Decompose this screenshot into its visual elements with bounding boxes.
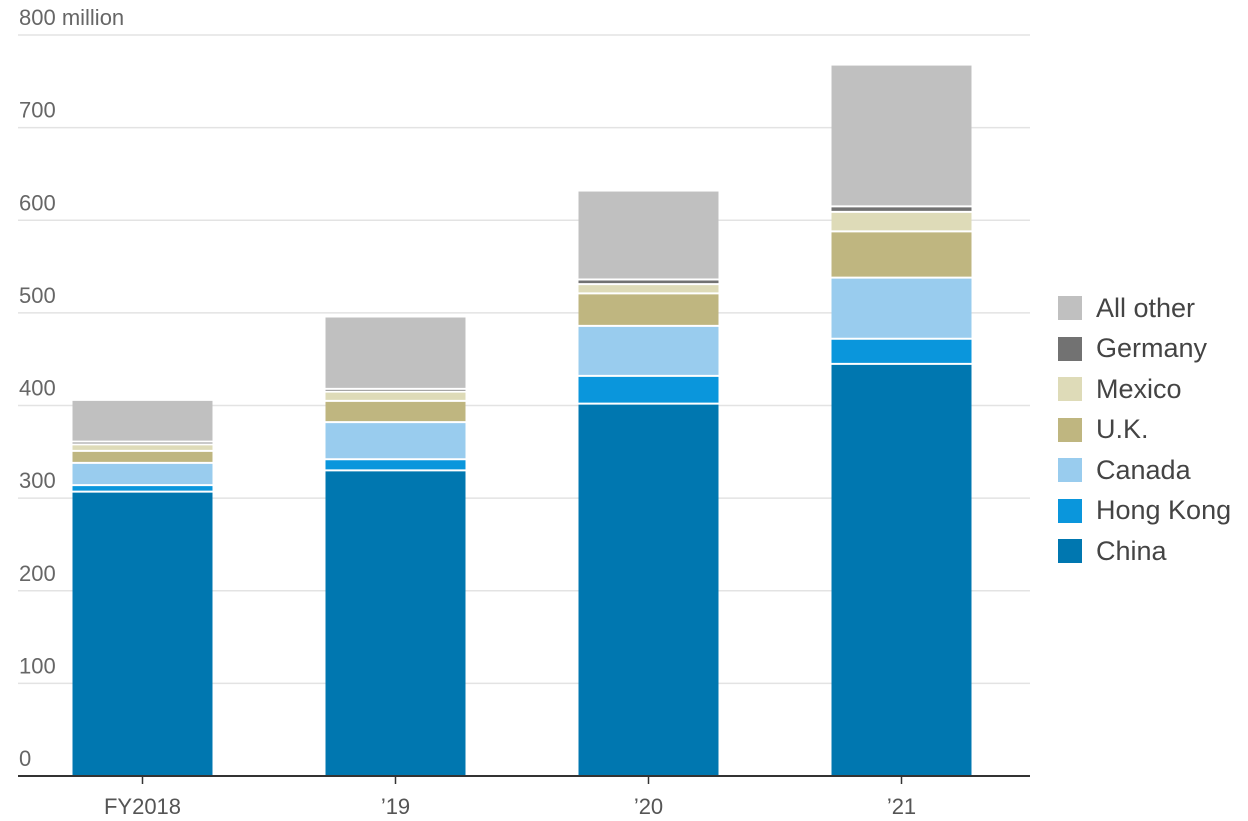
legend-swatch: [1058, 417, 1082, 442]
y-tick-label: 400: [19, 376, 56, 401]
bar-segment-china: [578, 403, 719, 776]
legend-item: U.K.: [1058, 410, 1231, 451]
bar-segment-hong-kong: [831, 338, 972, 364]
bar-segment-mexico: [831, 211, 972, 232]
bar-segment-germany: [325, 388, 466, 392]
legend-label: Canada: [1096, 454, 1191, 485]
bar-segment-mexico: [578, 284, 719, 294]
legend-swatch: [1058, 458, 1082, 483]
bar-segment-hong-kong: [72, 485, 213, 492]
legend-item: Mexico: [1058, 369, 1231, 410]
bar-segment-all-other: [72, 400, 213, 442]
bars: [72, 65, 972, 776]
legend-swatch: [1058, 336, 1082, 361]
y-tick-label: 600: [19, 190, 56, 215]
bar-segment-all-other: [578, 191, 719, 280]
legend-label: Mexico: [1096, 373, 1182, 404]
y-tick-label: 500: [19, 283, 56, 308]
bar-segment-canada: [578, 325, 719, 376]
legend-swatch: [1058, 539, 1082, 564]
legend-item: Hong Kong: [1058, 491, 1231, 532]
x-tick-label: ’21: [887, 794, 916, 819]
bar-segment-canada: [831, 277, 972, 339]
bar-segment-germany: [831, 206, 972, 212]
bar-segment-mexico: [72, 444, 213, 451]
legend-swatch: [1058, 296, 1082, 321]
bar-segment-china: [72, 491, 213, 776]
legend-label: U.K.: [1096, 414, 1149, 445]
legend-label: China: [1096, 535, 1167, 566]
y-tick-label: 700: [19, 98, 56, 123]
bar-segment-canada: [72, 462, 213, 486]
legend-item: China: [1058, 531, 1231, 572]
legend-label: Hong Kong: [1096, 495, 1232, 526]
bar-segment-all-other: [325, 317, 466, 389]
y-tick-label: 300: [19, 468, 56, 493]
x-tick-label: ’19: [381, 794, 410, 819]
bar-segment-u-k-: [72, 450, 213, 463]
x-tick-label: FY2018: [104, 794, 181, 819]
bar-segment-hong-kong: [578, 375, 719, 404]
legend-item: Germany: [1058, 329, 1231, 370]
y-tick-label: 0: [19, 746, 31, 771]
legend-item: All other: [1058, 288, 1231, 329]
legend: All other Germany Mexico U.K. Canada Hong Kon…: [1058, 288, 1231, 572]
y-tick-label: 800 million: [19, 5, 124, 30]
legend-swatch: [1058, 377, 1082, 402]
legend-label: Germany: [1096, 333, 1208, 364]
bar-segment-all-other: [831, 65, 972, 207]
y-tick-label: 100: [19, 653, 56, 678]
axes: 0 100 200 300 400 500 600 700 800 million FY2018 ’…: [18, 5, 1030, 819]
bar-segment-china: [325, 470, 466, 776]
bar-segment-germany: [72, 441, 213, 445]
bar-segment-mexico: [325, 391, 466, 401]
stacked-bar-chart: 0 100 200 300 400 500 600 700 800 million FY2018 ’…: [18, 5, 1030, 819]
bar-segment-china: [831, 363, 972, 776]
legend-label: All other: [1096, 292, 1196, 323]
bar-segment-canada: [325, 422, 466, 460]
bar-segment-u-k-: [325, 400, 466, 423]
bar-segment-germany: [578, 279, 719, 285]
y-tick-label: 200: [19, 561, 56, 586]
legend-item: Canada: [1058, 450, 1231, 491]
bar-segment-u-k-: [578, 293, 719, 326]
legend-swatch: [1058, 498, 1082, 523]
bar-segment-hong-kong: [325, 459, 466, 471]
bar-segment-u-k-: [831, 231, 972, 278]
x-tick-label: ’20: [634, 794, 663, 819]
